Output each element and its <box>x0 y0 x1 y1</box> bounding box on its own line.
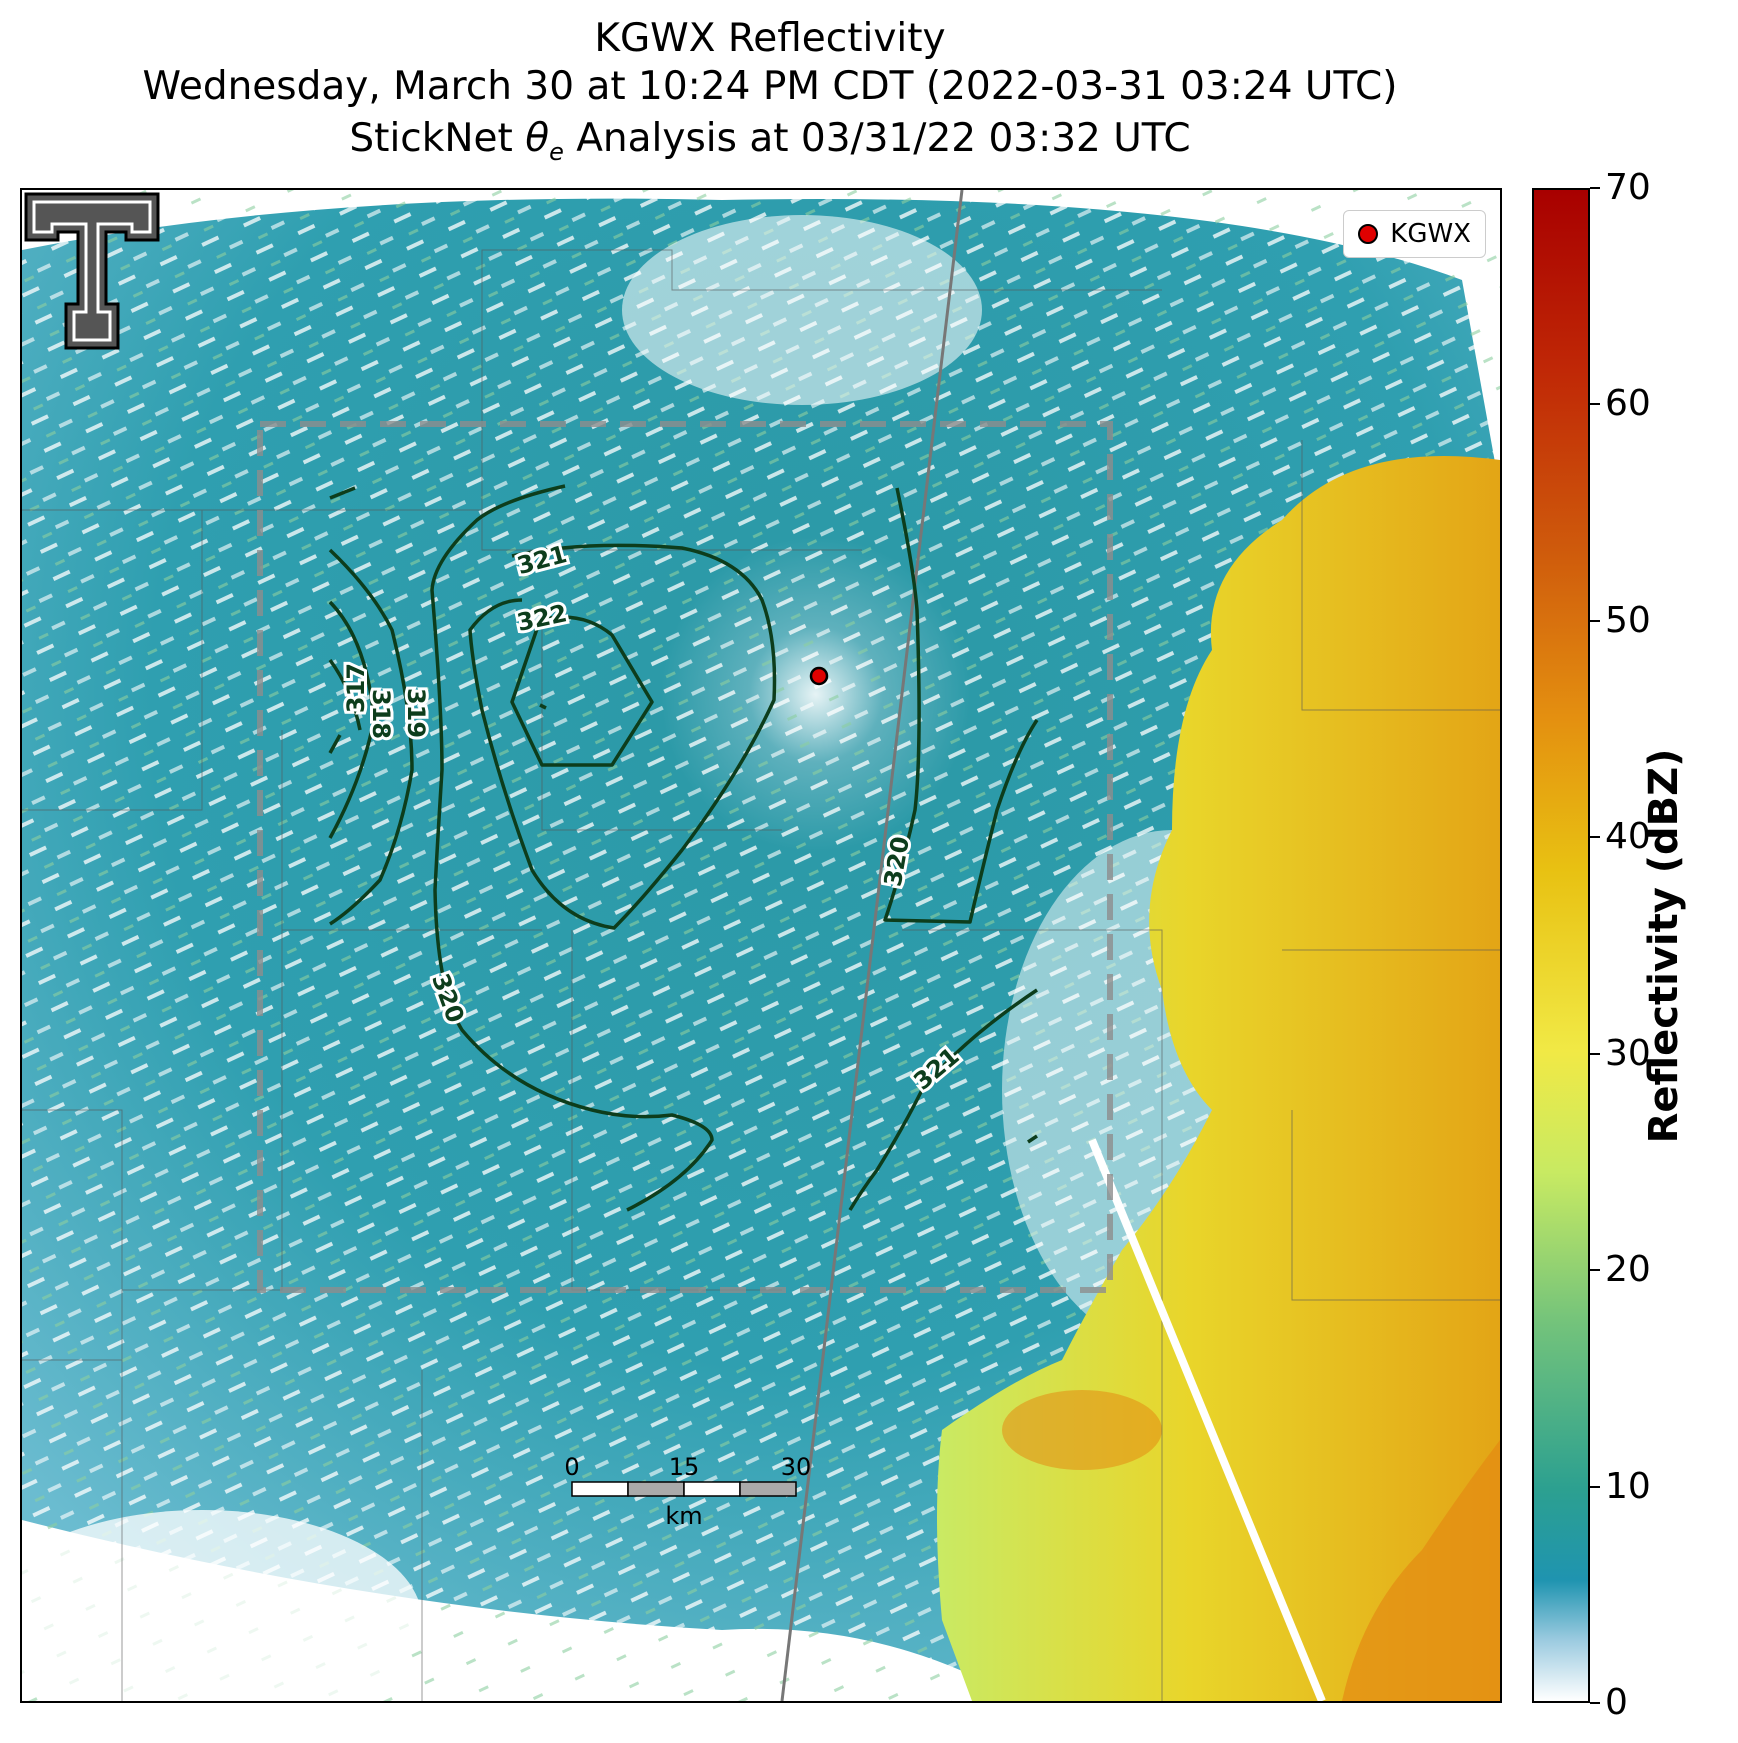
scale-tick-30: 30 <box>781 1453 812 1481</box>
colorbar-tick <box>1590 1702 1600 1704</box>
colorbar-title: Reflectivity (dBZ) <box>1641 748 1687 1144</box>
title-line-1: KGWX Reflectivity <box>594 16 946 61</box>
title-line-3: StickNet θe Analysis at 03/31/22 03:32 U… <box>349 116 1191 166</box>
legend-label-kgwx: KGWX <box>1390 219 1471 249</box>
colorbar-tick <box>1590 836 1600 839</box>
reflectivity-colorbar <box>1532 188 1590 1703</box>
colorbar-tick <box>1590 1052 1600 1055</box>
contour-label-318: 318 <box>367 689 395 739</box>
kgwx-radar-marker <box>809 666 829 686</box>
kgwx-marker-icon <box>1358 224 1379 244</box>
colorbar-tick-label: 70 <box>1605 167 1651 208</box>
colorbar-tick-label: 10 <box>1605 1465 1651 1507</box>
map-legend: KGWX <box>1343 210 1486 258</box>
colorbar-tick <box>1590 1269 1600 1272</box>
colorbar-tick-label: 40 <box>1605 816 1651 858</box>
colorbar-tick-label: 30 <box>1605 1032 1651 1074</box>
radar-reflectivity-layer: 317 318 319 320 321 322 320 321 0 15 30 … <box>22 190 1500 1701</box>
colorbar-tick-label: 60 <box>1605 383 1651 425</box>
title-line-2: Wednesday, March 30 at 10:24 PM CDT (202… <box>142 64 1398 109</box>
scale-tick-0: 0 <box>564 1453 579 1481</box>
colorbar-tick <box>1590 1485 1600 1488</box>
colorbar-tick-label: 0 <box>1605 1682 1628 1723</box>
contour-label-319: 319 <box>402 688 430 738</box>
colorbar-tick-label: 50 <box>1605 599 1651 641</box>
colorbar-tick <box>1590 403 1600 406</box>
scale-bar: 0 15 30 km <box>564 1453 811 1530</box>
radar-map[interactable]: 317 318 319 320 321 322 320 321 0 15 30 … <box>20 188 1502 1703</box>
scale-unit: km <box>665 1502 702 1530</box>
colorbar-tick <box>1590 187 1600 189</box>
colorbar-tick <box>1590 619 1600 622</box>
colorbar-tick-label: 20 <box>1605 1249 1651 1291</box>
texas-tech-logo <box>24 192 160 350</box>
scale-tick-15: 15 <box>669 1453 700 1481</box>
contour-label-317: 317 <box>342 663 370 713</box>
